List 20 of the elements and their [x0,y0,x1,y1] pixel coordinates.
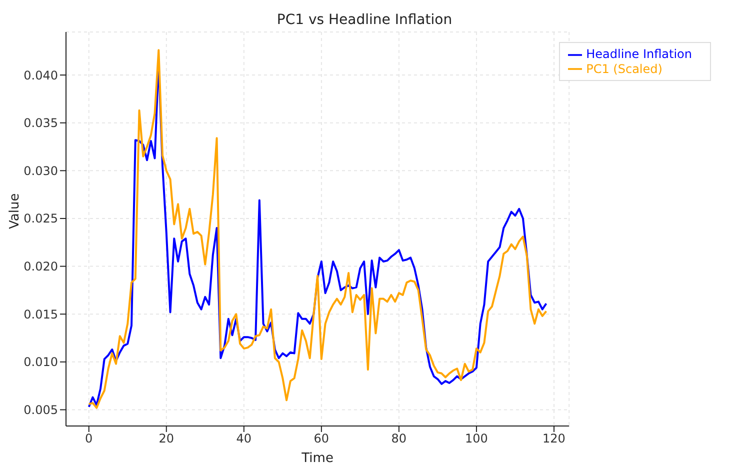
y-axis-title: Value [8,193,23,229]
legend-label: Headline Inflation [586,47,692,61]
y-tick-label: 0.010 [24,355,58,370]
x-tick-label: 0 [85,432,93,446]
x-axis-title: Time [300,451,334,466]
x-tick-label: 100 [465,432,488,446]
x-tick-label: 20 [158,432,174,446]
y-tick-label: 0.020 [24,260,58,274]
x-tick-label: 40 [236,432,252,446]
chart-title: PC1 vs Headline Inflation [276,12,454,28]
legend-label: PC1 (Scaled) [586,62,662,76]
y-tick-label: 0.005 [24,403,58,418]
y-tick-label: 0.015 [24,307,58,322]
x-tick-label: 80 [391,432,407,446]
x-tick-label: 60 [314,432,330,446]
y-tick-label: 0.035 [24,116,58,130]
y-tick-label: 0.040 [24,68,58,82]
y-tick-label: 0.025 [24,212,58,226]
y-tick-label: 0.030 [24,164,58,178]
x-tick-label: 120 [542,432,566,446]
